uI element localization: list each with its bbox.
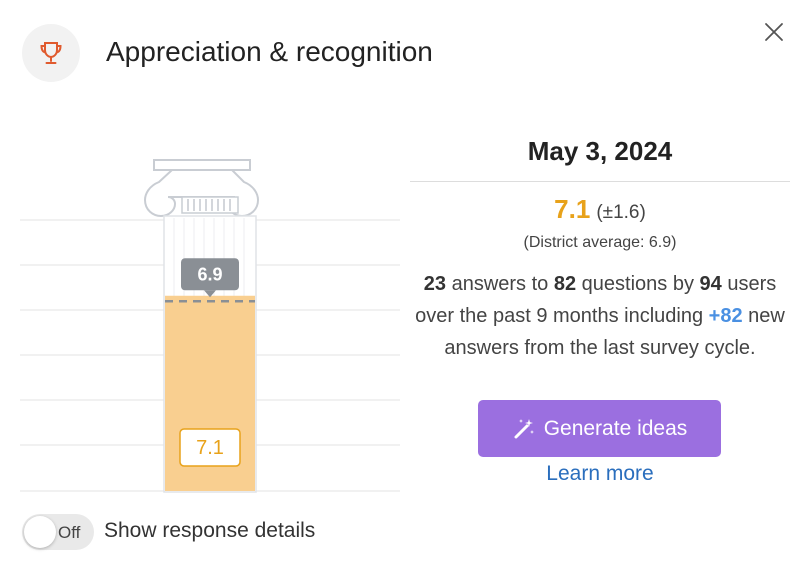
score-column-chart: 6.9 7.1 xyxy=(20,159,400,493)
district-average: (District average: 6.9) xyxy=(523,234,677,251)
score-value: 7.1 xyxy=(554,194,591,224)
questions-count: 82 xyxy=(553,273,577,295)
learn-more-link[interactable]: Learn more xyxy=(546,462,654,485)
close-icon[interactable] xyxy=(762,20,786,44)
score-badge: 7.1 xyxy=(179,428,241,467)
magic-wand-icon xyxy=(514,418,534,438)
score-summary: 7.1 (±1.6) xyxy=(410,194,790,225)
page-title: Appreciation & recognition xyxy=(106,36,433,67)
answers-count: 23 xyxy=(423,273,447,295)
stats-text-new-answers: new answers from the last survey cycle. xyxy=(444,305,785,359)
toggle-knob xyxy=(24,516,56,548)
generate-ideas-button[interactable]: Generate ideas xyxy=(478,400,721,457)
response-stats: 23 answers to 82 questions by 94 users o… xyxy=(410,268,790,364)
toggle-state: Off xyxy=(58,523,81,542)
response-details-label: Show response details xyxy=(104,519,316,542)
column-capital xyxy=(143,159,260,218)
district-average-label: 6.9 xyxy=(197,264,222,284)
stats-text-users: users over the past 9 months including xyxy=(415,273,777,327)
summary-date: May 3, 2024 xyxy=(527,136,673,166)
score-range: (±1.6) xyxy=(596,202,646,223)
new-answers-count: +82 xyxy=(708,305,743,327)
district-average-badge: 6.9 xyxy=(181,258,239,298)
stats-text-answers: answers to xyxy=(446,273,554,295)
trophy-badge xyxy=(22,24,80,82)
generate-ideas-label: Generate ideas xyxy=(543,416,688,440)
stats-text-questions: questions by xyxy=(576,273,700,295)
response-details-toggle[interactable]: Off xyxy=(22,514,94,550)
trophy-icon xyxy=(40,42,62,64)
summary-divider xyxy=(410,181,790,182)
score-bar-label: 7.1 xyxy=(196,437,224,459)
users-count: 94 xyxy=(699,273,722,295)
